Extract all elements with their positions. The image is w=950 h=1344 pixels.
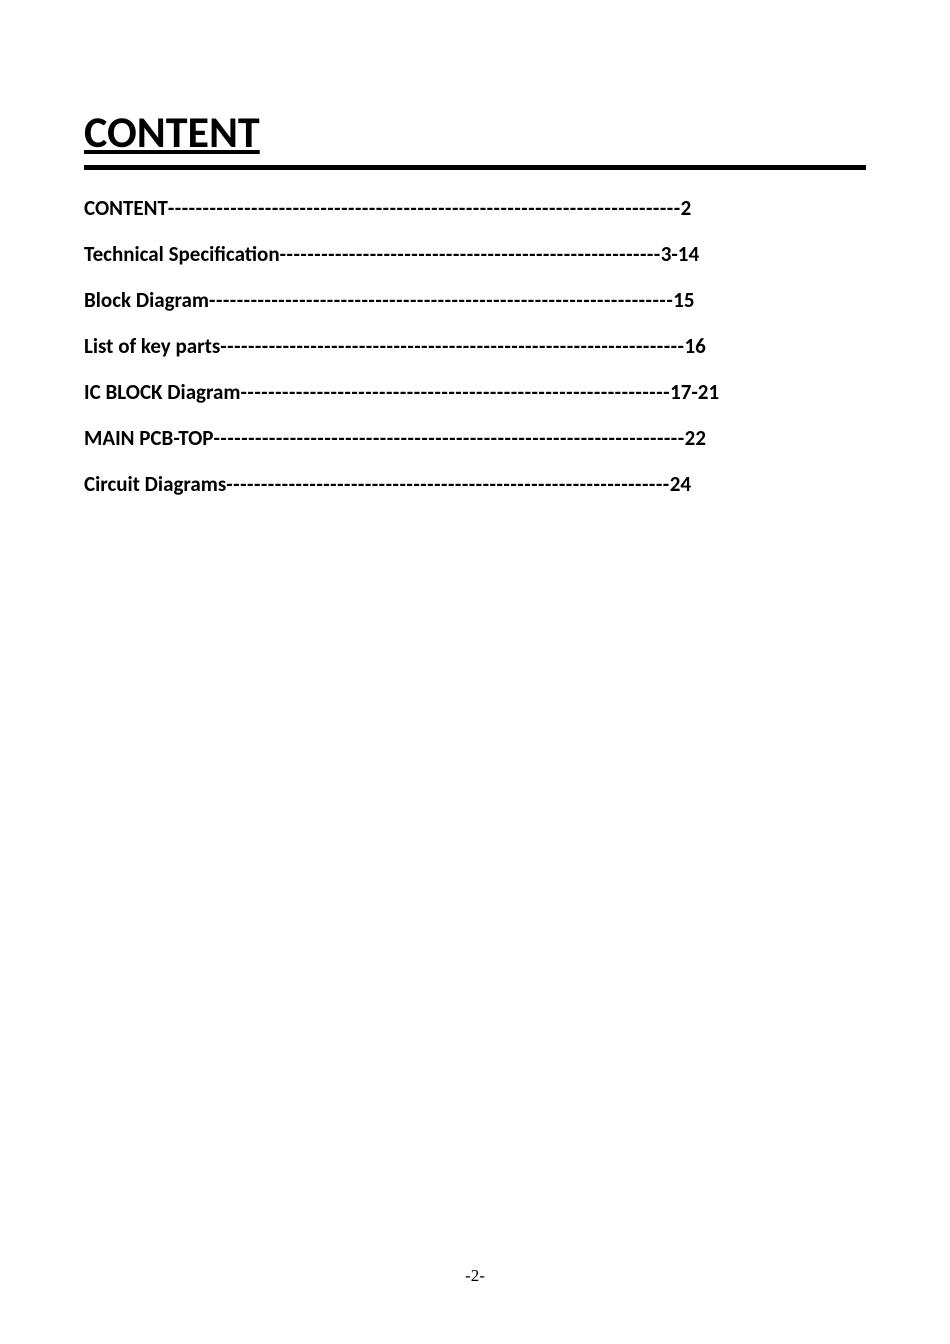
toc-entry: CONTENT --------------------------------… <box>84 195 866 221</box>
toc-entry-label: IC BLOCK Diagram <box>84 379 240 405</box>
toc-entry-label: Block Diagram <box>84 287 209 313</box>
toc-entry: Circuit Diagrams -----------------------… <box>84 471 866 497</box>
toc-entry-label: Circuit Diagrams <box>84 471 226 497</box>
title-underline-rule <box>84 165 866 170</box>
toc-entry-leader: ----------------------------------------… <box>240 379 670 405</box>
toc-entry-leader: ----------------------------------------… <box>280 241 661 267</box>
document-page: CONTENT CONTENT ------------------------… <box>0 0 950 1344</box>
toc-entry: Technical Specification ----------------… <box>84 241 866 267</box>
toc-entry-page: 2 <box>681 195 692 221</box>
toc-entry-leader: ----------------------------------------… <box>220 333 684 359</box>
toc-entry-page: 15 <box>673 287 694 313</box>
toc-entry-label: MAIN PCB-TOP <box>84 425 213 451</box>
toc-entry-page: 22 <box>685 425 706 451</box>
toc-entry-leader: ----------------------------------------… <box>226 471 669 497</box>
page-number: -2- <box>0 1266 950 1286</box>
toc-entry-leader: ----------------------------------------… <box>209 287 673 313</box>
toc-entry: IC BLOCK Diagram -----------------------… <box>84 379 866 405</box>
toc-entry-page: 17-21 <box>670 379 719 405</box>
toc-entry: Block Diagram --------------------------… <box>84 287 866 313</box>
table-of-contents: CONTENT --------------------------------… <box>84 195 866 497</box>
toc-entry-page: 24 <box>670 471 691 497</box>
toc-entry: List of key parts ----------------------… <box>84 333 866 359</box>
toc-entry-leader: ----------------------------------------… <box>213 425 684 451</box>
page-title: CONTENT <box>84 105 866 159</box>
toc-entry: MAIN PCB-TOP ---------------------------… <box>84 425 866 451</box>
toc-entry-label: List of key parts <box>84 333 220 359</box>
toc-entry-label: Technical Specification <box>84 241 280 267</box>
toc-entry-page: 3-14 <box>661 241 699 267</box>
toc-entry-page: 16 <box>685 333 706 359</box>
toc-entry-leader: ----------------------------------------… <box>168 195 681 221</box>
toc-entry-label: CONTENT <box>84 195 168 221</box>
